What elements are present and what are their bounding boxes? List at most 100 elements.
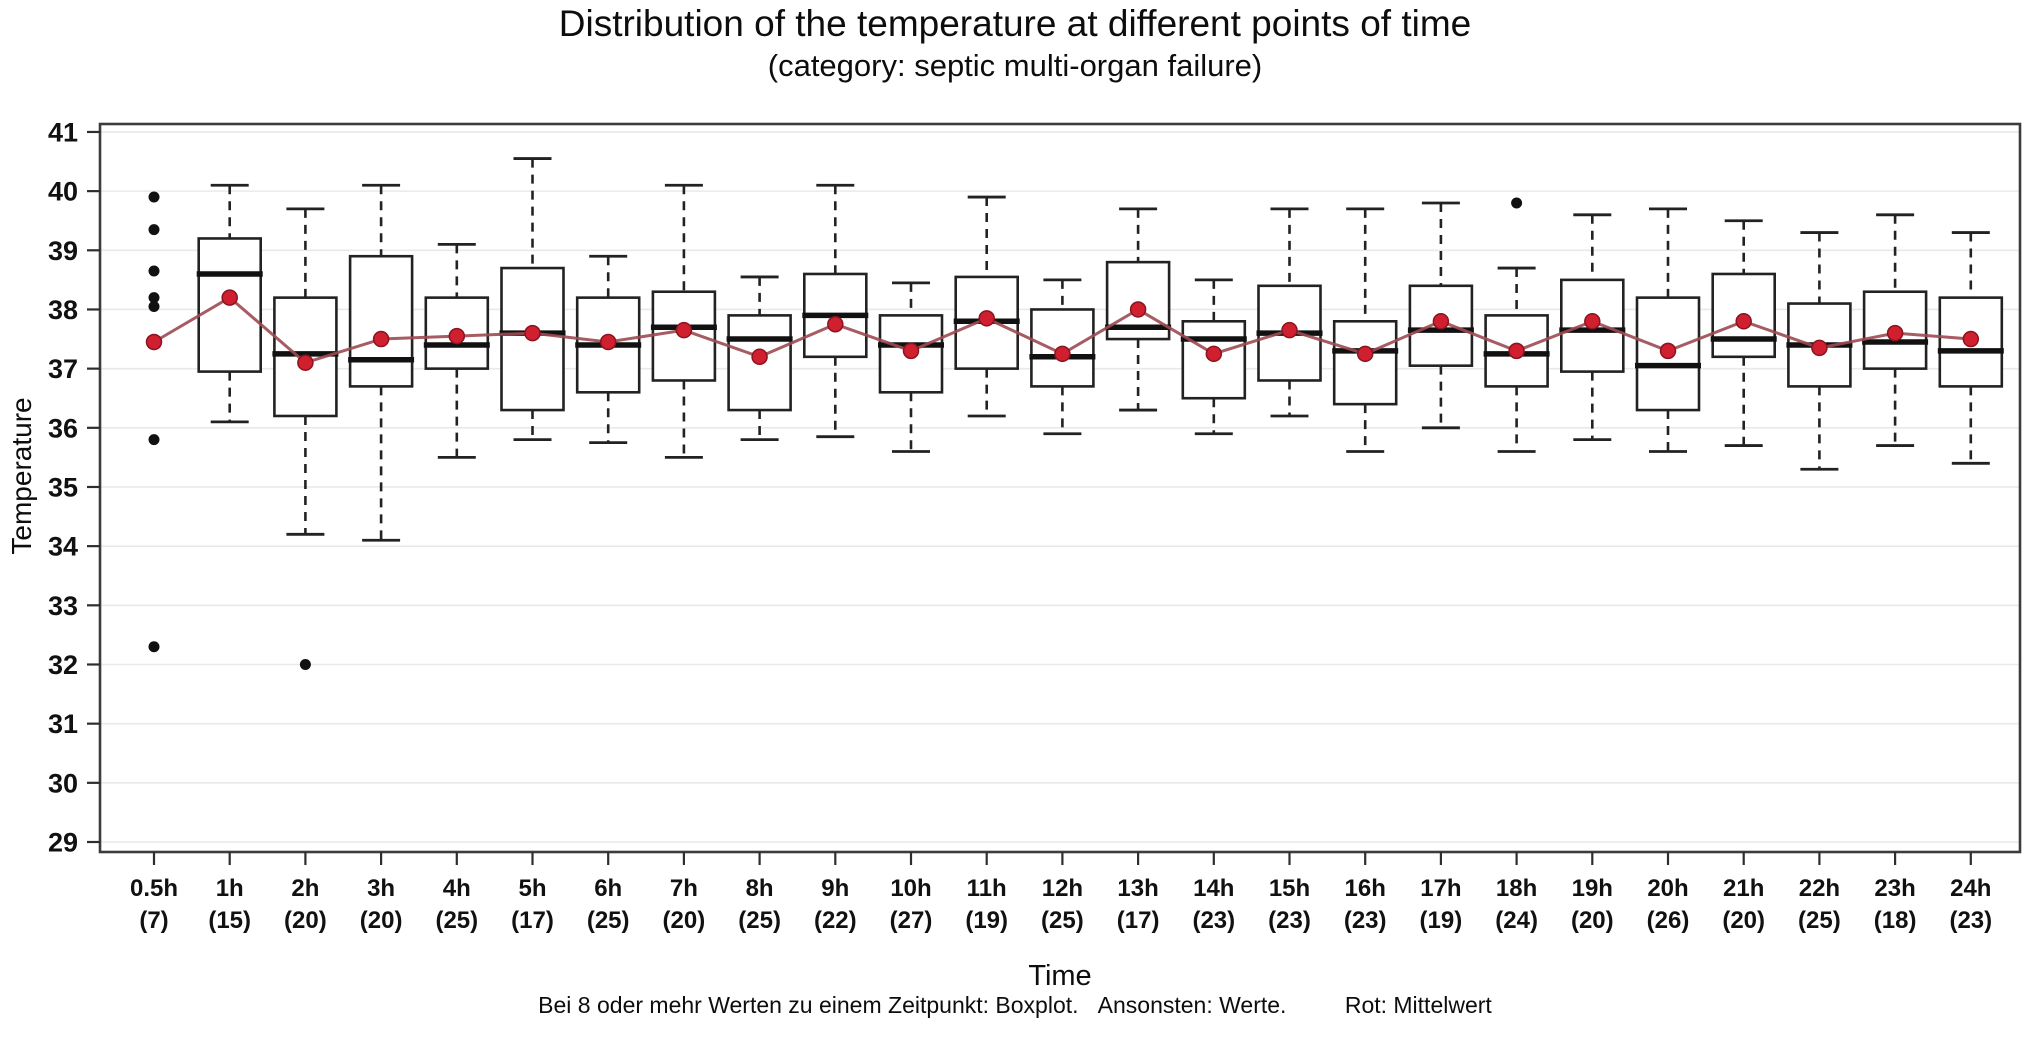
value-dot-0.5h-4 — [148, 301, 160, 313]
x-tick-label-5h: 5h — [518, 875, 546, 902]
footer-note-boxplot-rule: Bei 8 oder mehr Werten zu einem Zeitpunk… — [538, 992, 1079, 1018]
mean-point-4h — [448, 327, 466, 345]
mean-point-23h — [1886, 324, 1904, 342]
box-20h — [1635, 296, 1701, 412]
y-tick-label-35: 35 — [48, 472, 78, 502]
value-dot-0.5h-1 — [148, 224, 160, 236]
x-count-label-23h: (18) — [1874, 907, 1917, 934]
x-count-label-8h: (25) — [738, 907, 781, 934]
mean-point-2h — [297, 354, 314, 371]
box-3h — [348, 254, 414, 388]
x-tick-label-6h: 6h — [594, 875, 622, 902]
x-tick-label-11h: 11h — [967, 875, 1007, 902]
x-tick-label-4h: 4h — [443, 875, 471, 902]
x-tick-label-3h: 3h — [367, 875, 395, 902]
x-count-label-13h: (17) — [1117, 907, 1160, 934]
chart-title: Distribution of the temperature at diffe… — [558, 3, 1472, 44]
x-count-label-1h: (15) — [208, 907, 251, 934]
x-count-label-21h: (20) — [1722, 907, 1765, 934]
x-count-label-22h: (25) — [1798, 907, 1841, 934]
x-count-label-11h: (19) — [965, 907, 1008, 934]
mean-point-5h — [524, 324, 541, 342]
x-count-label-12h: (25) — [1041, 907, 1084, 934]
mean-point-14h — [1205, 345, 1223, 363]
x-count-label-17h: (19) — [1420, 907, 1463, 934]
x-count-label-20h: (26) — [1647, 907, 1690, 934]
x-tick-label-12h: 12h — [1042, 875, 1083, 902]
x-tick-label-22h: 22h — [1799, 875, 1840, 902]
mean-point-1h — [221, 289, 238, 306]
x-tick-label-2h: 2h — [291, 875, 319, 902]
mean-point-15h — [1281, 321, 1298, 339]
y-tick-label-34: 34 — [48, 532, 78, 562]
footer-note: Bei 8 oder mehr Werten zu einem Zeitpunk… — [0, 992, 2030, 1019]
y-axis-title: Temperature — [6, 397, 37, 555]
y-tick-label-32: 32 — [48, 650, 78, 680]
box-16h — [1332, 320, 1398, 406]
value-dot-0.5h-6 — [148, 641, 160, 653]
mean-point-22h — [1811, 339, 1828, 357]
mean-point-13h — [1129, 301, 1147, 318]
x-count-label-7h: (20) — [663, 907, 706, 934]
x-tick-label-9h: 9h — [821, 875, 849, 902]
x-count-label-16h: (23) — [1344, 907, 1387, 934]
x-count-label-5h: (17) — [511, 907, 554, 934]
mean-point-17h — [1432, 313, 1450, 330]
mean-point-6h — [599, 333, 617, 351]
box-12h — [1030, 308, 1095, 388]
x-count-label-19h: (20) — [1571, 907, 1614, 934]
x-count-label-14h: (23) — [1192, 907, 1235, 934]
mean-point-19h — [1584, 313, 1601, 330]
outlier-dot-2h-0 — [299, 658, 311, 670]
x-tick-label-0.5h: 0.5h — [130, 875, 178, 902]
y-tick-label-41: 41 — [48, 117, 78, 147]
x-count-label-2h: (20) — [284, 907, 327, 934]
x-tick-label-14h: 14h — [1193, 875, 1234, 902]
x-count-label-15h: (23) — [1268, 907, 1311, 934]
mean-point-20h — [1659, 342, 1677, 360]
footer-note-werte-rule: Ansonsten: Werte. — [1097, 992, 1287, 1018]
mean-point-9h — [827, 316, 844, 333]
value-dot-0.5h-0 — [148, 191, 160, 203]
chart-subtitle: (category: septic multi-organ failure) — [767, 48, 1263, 83]
value-dot-0.5h-3 — [148, 292, 160, 304]
x-tick-label-19h: 19h — [1572, 875, 1613, 902]
x-axis-title: Time — [1028, 960, 1092, 992]
value-dot-0.5h-5 — [148, 434, 160, 446]
x-tick-label-1h: 1h — [216, 875, 244, 902]
mean-point-12h — [1054, 345, 1071, 363]
mean-point-11h — [978, 310, 995, 327]
x-tick-label-10h: 10h — [890, 875, 931, 902]
mean-point-3h — [372, 330, 390, 348]
plot-frame — [98, 122, 2022, 854]
x-count-label-10h: (27) — [890, 907, 933, 934]
y-tick-label-29: 29 — [48, 828, 78, 858]
x-tick-label-17h: 17h — [1420, 875, 1461, 902]
x-count-label-24h: (23) — [1949, 907, 1992, 934]
mean-point-7h — [675, 321, 693, 339]
x-tick-label-20h: 20h — [1647, 875, 1688, 902]
x-tick-label-23h: 23h — [1874, 875, 1915, 902]
mean-point-16h — [1356, 345, 1374, 363]
x-tick-label-18h: 18h — [1496, 875, 1537, 902]
mean-point-8h — [751, 348, 768, 366]
x-tick-label-7h: 7h — [670, 875, 698, 902]
x-tick-label-16h: 16h — [1345, 875, 1386, 902]
y-tick-label-37: 37 — [48, 354, 78, 384]
y-tick-label-40: 40 — [48, 177, 78, 207]
mean-point-0.5h — [145, 333, 163, 351]
x-count-label-3h: (20) — [360, 907, 403, 934]
mean-point-10h — [902, 342, 920, 360]
y-tick-label-39: 39 — [48, 236, 78, 266]
y-tick-label-30: 30 — [48, 768, 78, 798]
x-count-label-4h: (25) — [435, 907, 478, 934]
y-tick-label-31: 31 — [48, 709, 78, 739]
x-tick-label-8h: 8h — [746, 875, 774, 902]
mean-point-24h — [1962, 330, 1980, 348]
outlier-dot-18h-0 — [1511, 197, 1523, 209]
footer-note-rot-rule: Rot: Mittelwert — [1344, 992, 1492, 1018]
x-tick-label-15h: 15h — [1269, 875, 1310, 902]
y-tick-label-33: 33 — [48, 591, 78, 621]
